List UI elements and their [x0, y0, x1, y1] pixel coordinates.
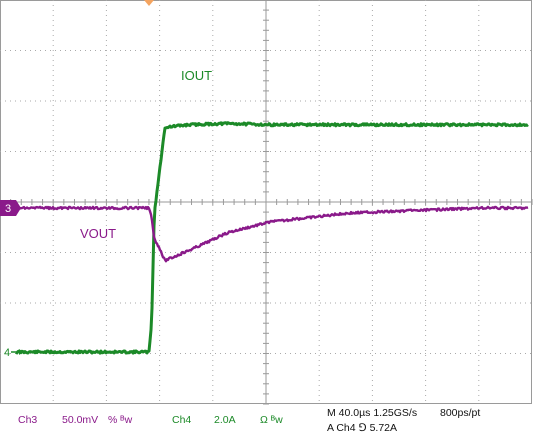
trigger-position-icon: [144, 0, 154, 6]
ch3-ground-marker: 3: [0, 200, 21, 216]
ch4-ground-marker: 4: [4, 347, 23, 359]
trace-iout: [15, 121, 529, 355]
traces: [15, 121, 529, 355]
ch3-coupling: % ᴮw: [108, 414, 133, 426]
ch4-marker-label: 4: [4, 347, 10, 359]
trigger-readout: A Ch4 ⅁ 5.72A: [327, 422, 398, 434]
ch4-coupling: Ω ᴮw: [260, 414, 283, 426]
vout-label: VOUT: [80, 226, 116, 241]
iout-label: IOUT: [181, 68, 212, 83]
ch3-scale: 50.0mV: [62, 414, 99, 426]
trace-vout: [15, 205, 529, 263]
record-length-readout: 800ps/pt: [440, 407, 481, 419]
ch4-name: Ch4: [172, 414, 192, 426]
ch4-scale: 2.0A: [214, 414, 236, 426]
timebase-readout: M 40.0µs 1.25GS/s: [327, 407, 418, 419]
ch3-name: Ch3: [18, 414, 38, 426]
ch3-marker-label: 3: [5, 203, 11, 215]
